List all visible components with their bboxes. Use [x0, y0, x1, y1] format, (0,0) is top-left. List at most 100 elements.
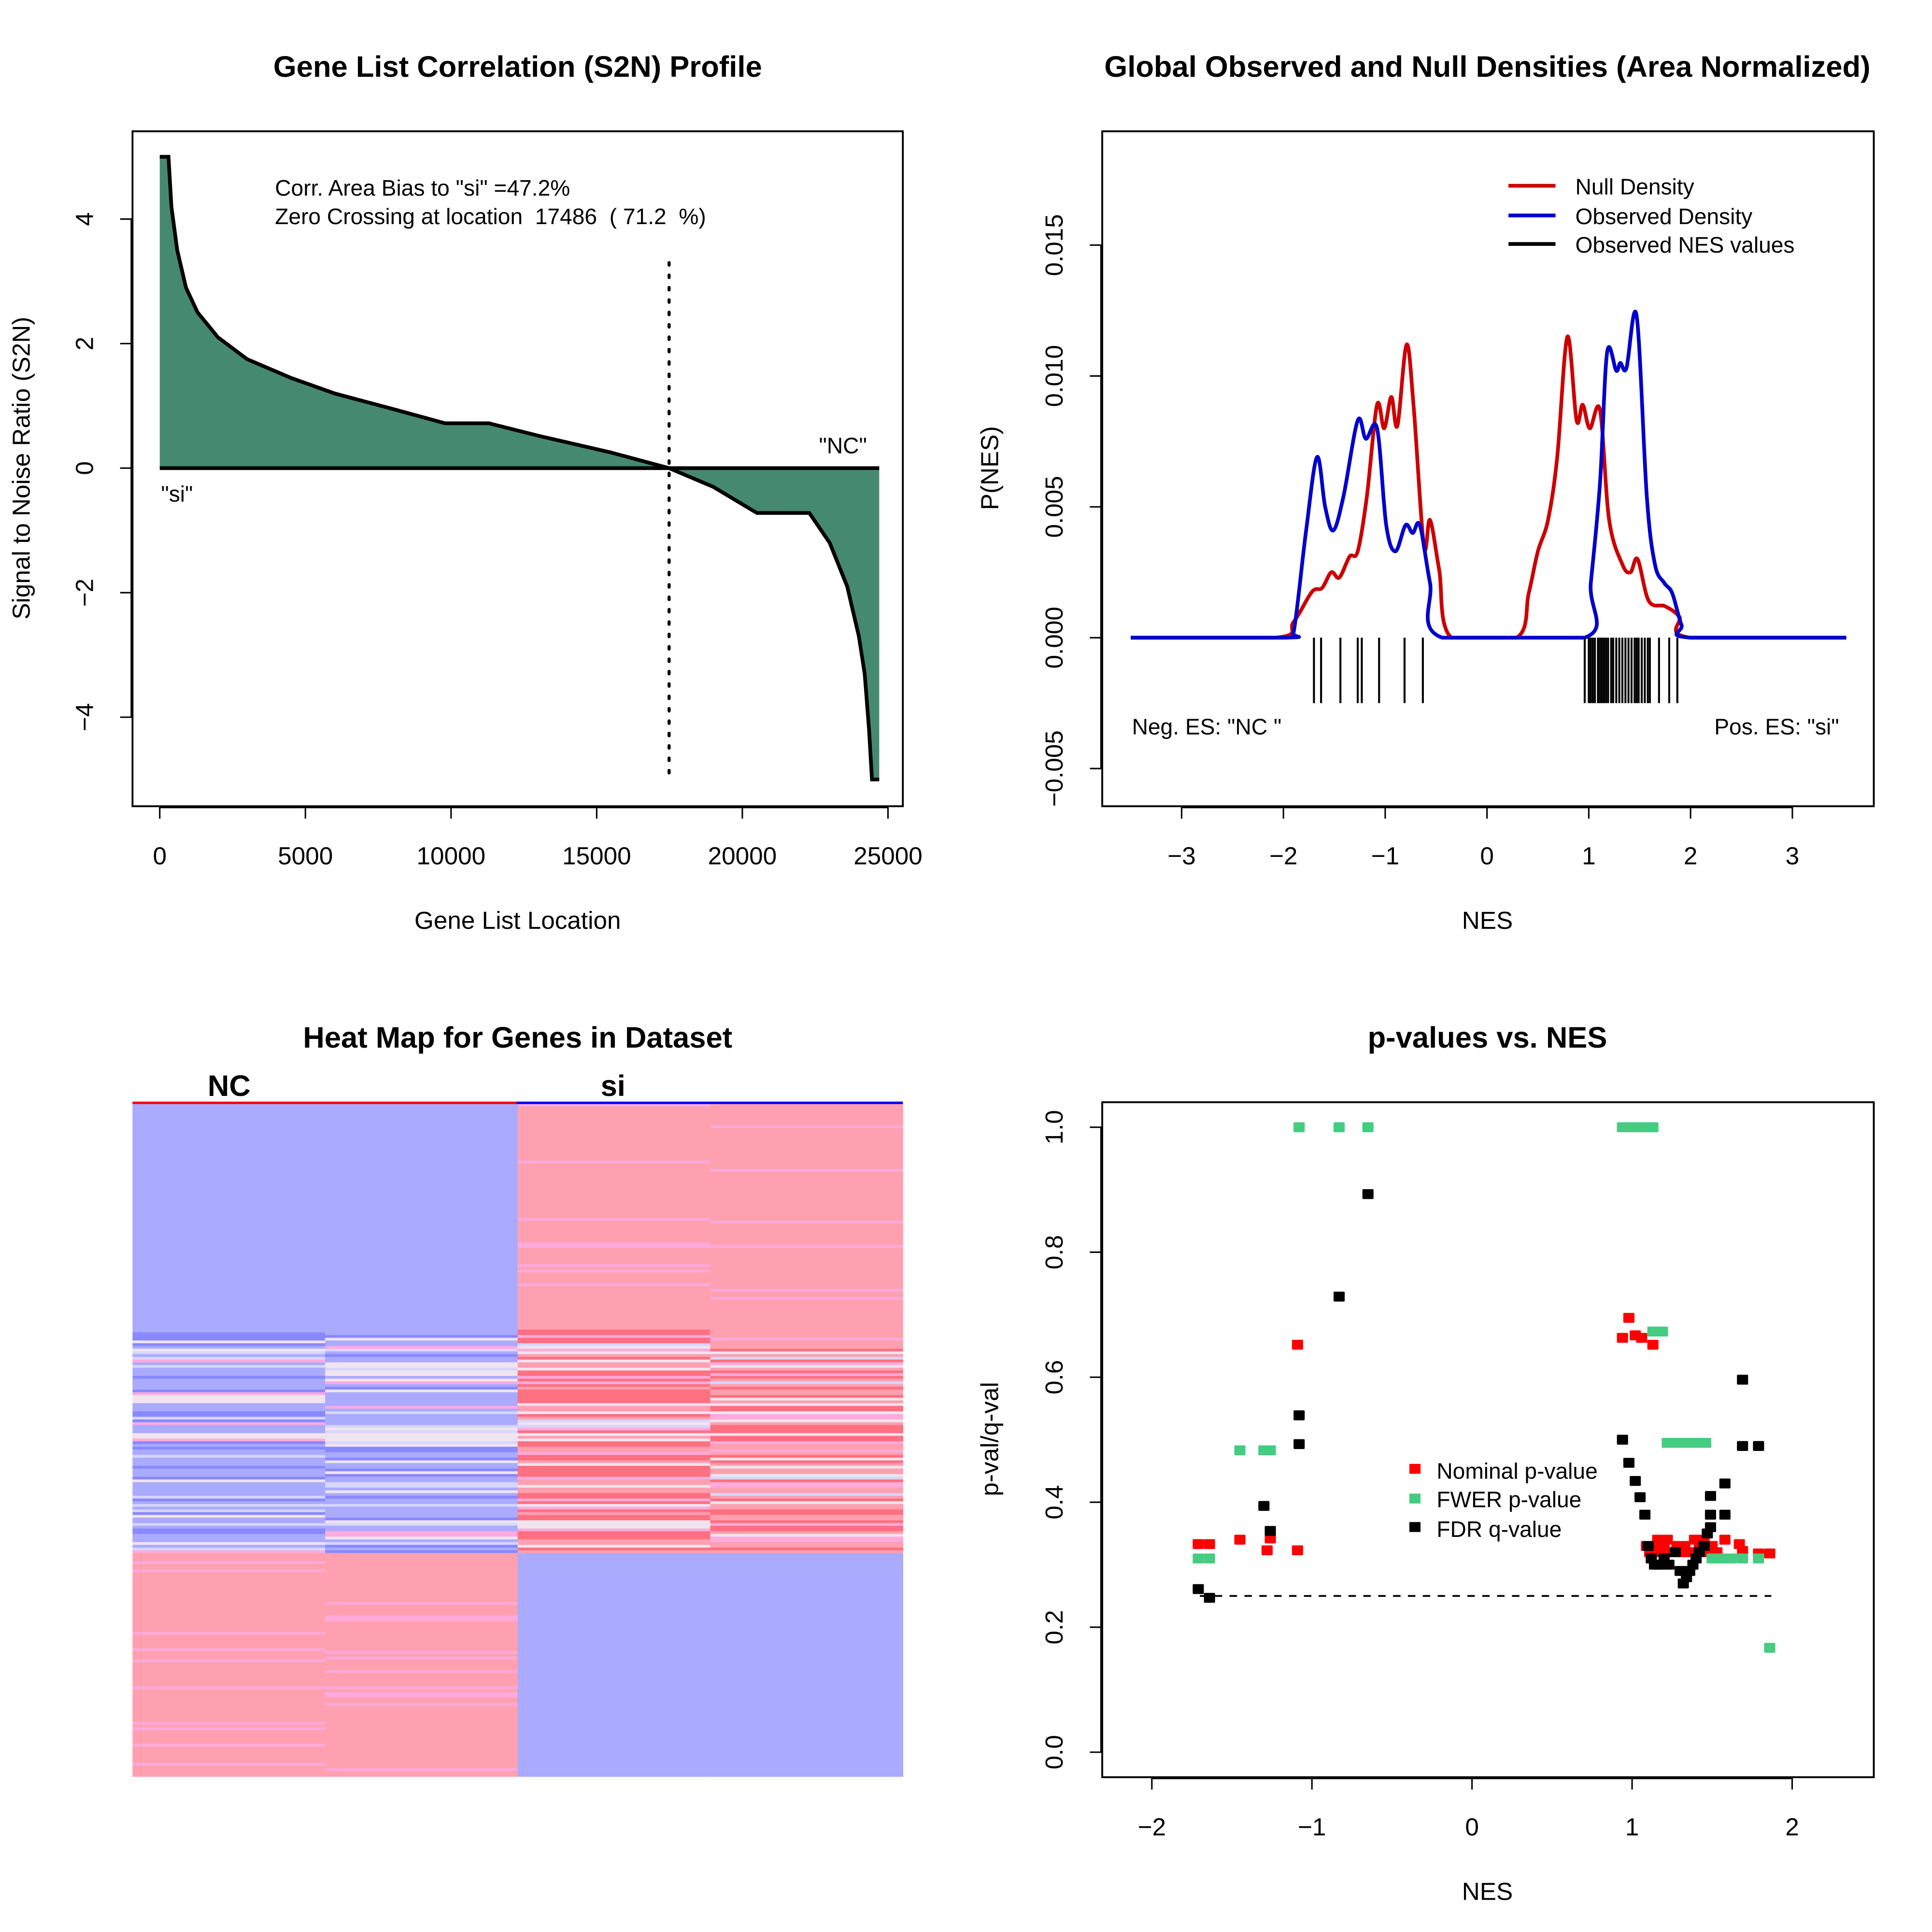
- heatmap-cell: [710, 1120, 903, 1123]
- heatmap-cell: [325, 1133, 518, 1137]
- density-y-tick-label: −0.005: [1040, 730, 1068, 807]
- heatmap-cell: [325, 1147, 518, 1151]
- heatmap-cell: [132, 1177, 326, 1180]
- heatmap-cell: [710, 1730, 903, 1733]
- heatmap-cell: [325, 1468, 518, 1472]
- heatmap-cell: [132, 1155, 326, 1159]
- heatmap-cell: [325, 1302, 518, 1306]
- heatmap-cell: [325, 1457, 518, 1461]
- heatmap-cell: [517, 1602, 711, 1605]
- heatmap-cell: [132, 1724, 326, 1728]
- heatmap-cell: [517, 1762, 711, 1766]
- fwer-p-point: [1725, 1553, 1737, 1563]
- heatmap-cell: [710, 1474, 903, 1477]
- heatmap-cell: [325, 1370, 518, 1374]
- density-x-tick-label: 1: [1582, 842, 1596, 870]
- heatmap-cell: [710, 1234, 903, 1237]
- fwer-p-point: [1706, 1553, 1718, 1563]
- heatmap-cell: [325, 1771, 518, 1775]
- heatmap-cell: [710, 1457, 903, 1461]
- heatmap-cell: [325, 1291, 518, 1295]
- heatmap-cell: [325, 1283, 518, 1287]
- heatmap-cell: [517, 1199, 711, 1202]
- heatmap-cell: [325, 1629, 518, 1633]
- heatmap-cell: [710, 1272, 903, 1276]
- pvalue-plot-box: [1101, 1101, 1875, 1778]
- heatmap-cell: [517, 1365, 711, 1368]
- heatmap-cell: [132, 1545, 326, 1548]
- fdr-q-point: [1204, 1592, 1215, 1603]
- density-plot-area: −3 −2 −1 0 1 2 3 −0.005 0.000 0.005 0.010 0.015: [1040, 214, 1847, 870]
- heatmap-cell: [132, 1131, 326, 1134]
- heatmap-cell: [517, 1563, 711, 1567]
- heatmap-cell: [132, 1302, 326, 1306]
- heatmap-cell: [710, 1332, 903, 1335]
- heatmap-cell: [710, 1602, 903, 1605]
- heatmap-cell: [132, 1741, 326, 1745]
- heatmap-cell: [325, 1730, 518, 1733]
- heatmap-cell: [517, 1212, 711, 1216]
- heatmap-cell: [710, 1515, 903, 1518]
- heatmap-cell: [132, 1319, 326, 1322]
- heatmap-cell: [132, 1703, 326, 1706]
- heatmap-cell: [710, 1324, 903, 1327]
- heatmap-cell: [132, 1534, 326, 1537]
- heatmap-cell: [517, 1378, 711, 1382]
- heatmap-cell: [132, 1558, 326, 1562]
- heatmap-cell: [132, 1452, 326, 1456]
- heatmap-cell: [517, 1512, 711, 1516]
- heatmap-cell: [132, 1313, 326, 1317]
- fdr-q-point: [1642, 1541, 1654, 1551]
- heatmap-cell: [325, 1324, 518, 1327]
- pvalue-x-axis-label: NES: [1462, 1877, 1513, 1905]
- heatmap-cell: [517, 1757, 711, 1761]
- heatmap-cell: [517, 1253, 711, 1257]
- heatmap-cell: [517, 1179, 711, 1183]
- heatmap-cell: [132, 1646, 326, 1649]
- heatmap-cell: [325, 1583, 518, 1586]
- heatmap-cell: [517, 1596, 711, 1600]
- heatmap-cell: [132, 1373, 326, 1377]
- pvalue-x-tick-label: 1: [1625, 1813, 1639, 1841]
- heatmap-cell: [517, 1150, 711, 1153]
- heatmap-cell: [132, 1253, 326, 1257]
- heatmap-cell: [132, 1588, 326, 1592]
- heatmap-cell: [710, 1536, 903, 1540]
- heatmap-cell: [517, 1746, 711, 1750]
- heatmap-cell: [710, 1248, 903, 1251]
- heatmap-cell: [325, 1349, 518, 1352]
- heatmap-cell: [132, 1117, 326, 1121]
- heatmap-cell: [517, 1340, 711, 1344]
- heatmap-cell: [325, 1553, 518, 1556]
- heatmap-cell: [325, 1313, 518, 1317]
- heatmap-cell: [710, 1572, 903, 1576]
- heatmap-cell: [517, 1689, 711, 1692]
- heatmap-cell: [710, 1144, 903, 1148]
- s2n-x-tick-label: 15000: [562, 842, 631, 870]
- heatmap-cell: [132, 1329, 326, 1333]
- heatmap-cell: [132, 1163, 326, 1167]
- density-y-tick-label: 0.015: [1040, 214, 1068, 276]
- heatmap-cell: [132, 1566, 326, 1570]
- heatmap-cell: [517, 1566, 711, 1570]
- fwer-p-point: [1234, 1445, 1246, 1456]
- heatmap-cell: [132, 1321, 326, 1325]
- heatmap-cell: [517, 1681, 711, 1684]
- heatmap-cell: [325, 1259, 518, 1262]
- heatmap-cell: [132, 1686, 326, 1690]
- heatmap-cell: [325, 1714, 518, 1717]
- heatmap-cell: [710, 1335, 903, 1338]
- heatmap-cell: [325, 1389, 518, 1393]
- heatmap-group-si-label: si: [601, 1069, 625, 1103]
- fdr-q-point: [1193, 1584, 1204, 1594]
- heatmap-cell: [710, 1179, 903, 1183]
- legend-observed-label: Observed Density: [1576, 204, 1753, 229]
- heatmap-cell: [132, 1607, 326, 1611]
- corr-area-bias-annotation: Corr. Area Bias to "si" =47.2%: [275, 175, 570, 200]
- heatmap-cell: [132, 1367, 326, 1371]
- s2n-profile-panel: Gene List Correlation (S2N) Profile 0 500…: [8, 50, 923, 934]
- heatmap-cell: [710, 1370, 903, 1374]
- heatmap-cell: [710, 1692, 903, 1695]
- heatmap-cell: [517, 1264, 711, 1267]
- heatmap-cell: [710, 1411, 903, 1415]
